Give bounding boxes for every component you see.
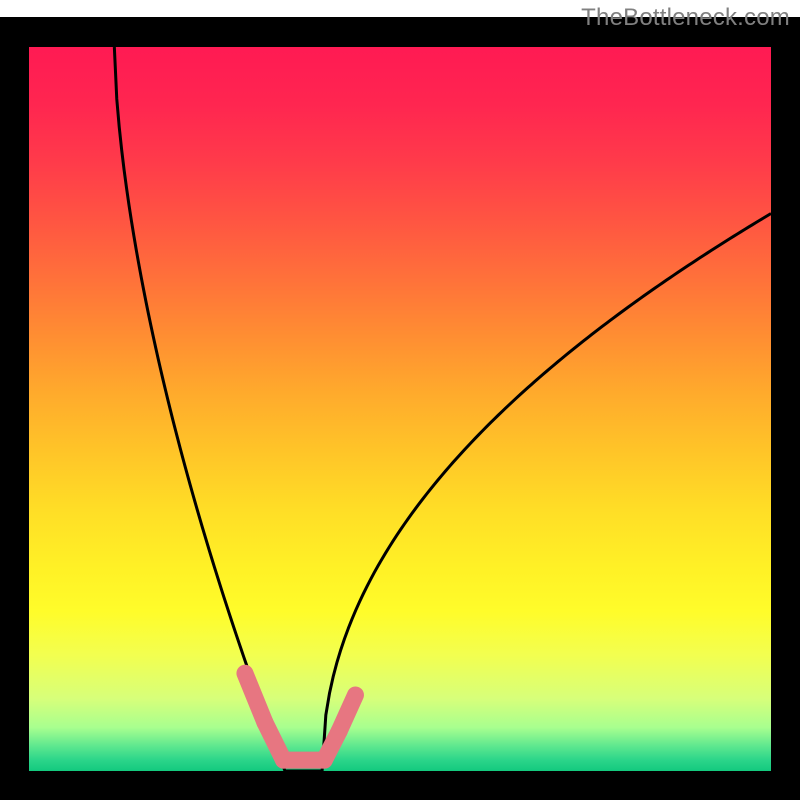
chart-svg <box>0 0 800 800</box>
plot-background <box>29 47 771 771</box>
chart-root: TheBottleneck.com <box>0 0 800 800</box>
watermark-text: TheBottleneck.com <box>581 4 790 32</box>
